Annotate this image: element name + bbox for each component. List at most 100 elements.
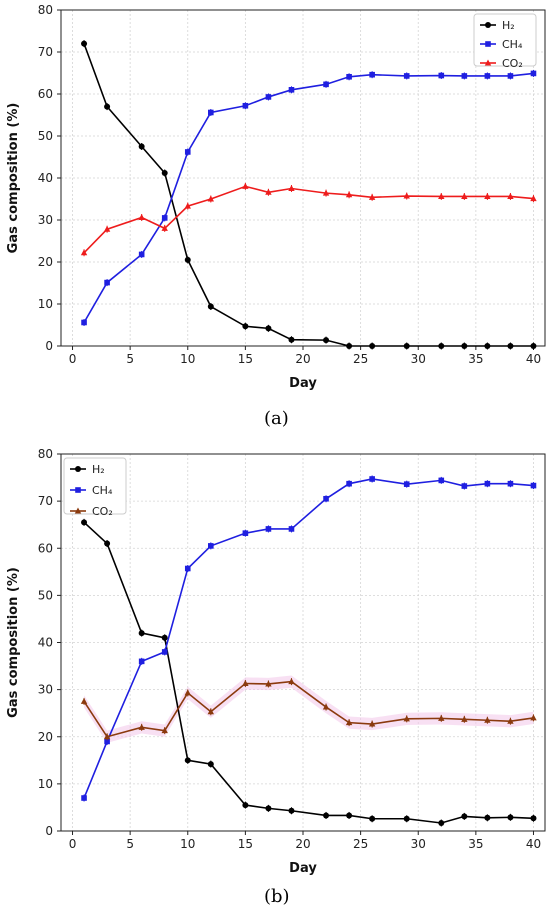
y-tick-label: 20 <box>38 730 53 744</box>
data-point <box>242 530 249 536</box>
data-point <box>208 109 214 116</box>
x-tick-label: 5 <box>126 352 134 366</box>
panel-label-a: (a) <box>264 408 289 429</box>
data-point <box>138 251 145 258</box>
data-point <box>369 815 376 822</box>
data-point <box>438 72 445 79</box>
series-h2 <box>81 40 537 350</box>
data-point <box>484 480 491 487</box>
data-point <box>346 73 352 80</box>
data-point <box>104 738 110 745</box>
legend-label: CH₄ <box>92 484 113 497</box>
x-tick-label: 30 <box>411 352 426 366</box>
data-point <box>438 819 445 826</box>
legend-marker <box>75 487 81 493</box>
data-point <box>345 191 353 198</box>
data-point <box>208 543 214 549</box>
data-point <box>507 73 514 79</box>
chart-panel-a: 0 5 10 15 20 25 30 35 40 0 10 20 30 40 50 60 70 80 Day Gas … <box>6 3 546 391</box>
x-tick-label: 15 <box>238 837 253 851</box>
data-point <box>242 102 249 109</box>
data-point <box>288 807 295 814</box>
data-point <box>368 720 376 727</box>
y-tick-label: 60 <box>38 541 53 555</box>
data-point <box>484 192 491 199</box>
legend-label: H₂ <box>502 19 515 32</box>
y-tick-label: 40 <box>38 636 53 650</box>
x-tick-label: 0 <box>69 837 77 851</box>
data-point <box>507 480 514 487</box>
data-point <box>403 73 410 79</box>
data-point <box>242 182 249 189</box>
series-h2 <box>81 518 537 827</box>
data-point <box>438 477 445 484</box>
y-tick-label: 0 <box>45 339 53 353</box>
y-axis-title: Gas composition (%) <box>6 567 21 718</box>
data-point <box>323 812 330 819</box>
x-tick-label: 15 <box>238 352 253 366</box>
data-point <box>403 815 410 822</box>
data-point <box>161 727 168 734</box>
data-point <box>461 813 468 820</box>
data-point <box>438 343 445 349</box>
series-line <box>83 185 534 254</box>
data-point <box>184 149 191 155</box>
legend: H₂ CH₄ CO₂ <box>63 457 127 518</box>
data-point <box>530 815 537 822</box>
data-point <box>104 279 110 286</box>
series-line <box>83 521 534 824</box>
co2-variance-band <box>84 675 534 743</box>
legend-marker <box>75 466 81 472</box>
data-point <box>161 649 168 655</box>
data-point <box>369 343 376 349</box>
y-tick-label: 10 <box>38 297 53 311</box>
x-axis-title: Day <box>289 376 317 391</box>
y-tick-label: 80 <box>38 3 53 17</box>
y-tick-label: 30 <box>38 683 53 697</box>
data-point <box>184 565 191 572</box>
legend-label: H₂ <box>92 463 105 476</box>
data-point <box>138 658 145 665</box>
data-point <box>184 757 191 764</box>
x-tick-label: 30 <box>411 837 426 851</box>
data-point <box>161 634 168 641</box>
data-point <box>161 169 168 176</box>
data-point <box>81 319 87 326</box>
data-point <box>403 192 410 199</box>
data-point <box>265 325 272 332</box>
x-tick-label: 25 <box>353 352 368 366</box>
series-line <box>83 478 534 799</box>
data-point <box>530 195 537 202</box>
data-point <box>80 249 88 256</box>
series-co2 <box>80 678 537 741</box>
data-point <box>461 483 468 489</box>
data-point <box>484 343 491 349</box>
data-point <box>184 256 191 263</box>
data-point <box>104 540 111 547</box>
x-tick-label: 25 <box>353 837 368 851</box>
data-point <box>345 719 353 726</box>
data-point <box>507 192 514 199</box>
x-tick-label: 40 <box>526 352 541 366</box>
data-point <box>288 336 295 343</box>
x-tick-label: 10 <box>180 837 195 851</box>
y-tick-label: 50 <box>38 588 53 602</box>
data-point <box>323 337 330 344</box>
data-point <box>461 73 468 79</box>
data-point <box>138 723 145 730</box>
data-point <box>403 343 410 349</box>
data-point <box>184 689 191 696</box>
legend-label: CO₂ <box>92 505 113 518</box>
data-point <box>81 519 88 526</box>
data-point <box>507 814 514 821</box>
chart-panel-b: 0 5 10 15 20 25 30 35 40 0 10 20 30 40 50 60 70 80 Day Gas … <box>6 447 546 876</box>
data-point <box>438 192 445 199</box>
data-point <box>368 193 376 200</box>
data-point <box>507 343 514 349</box>
data-point <box>265 94 272 100</box>
data-point <box>103 225 111 232</box>
series-ch4 <box>81 475 537 802</box>
data-point <box>138 630 145 637</box>
y-tick-label: 80 <box>38 447 53 461</box>
